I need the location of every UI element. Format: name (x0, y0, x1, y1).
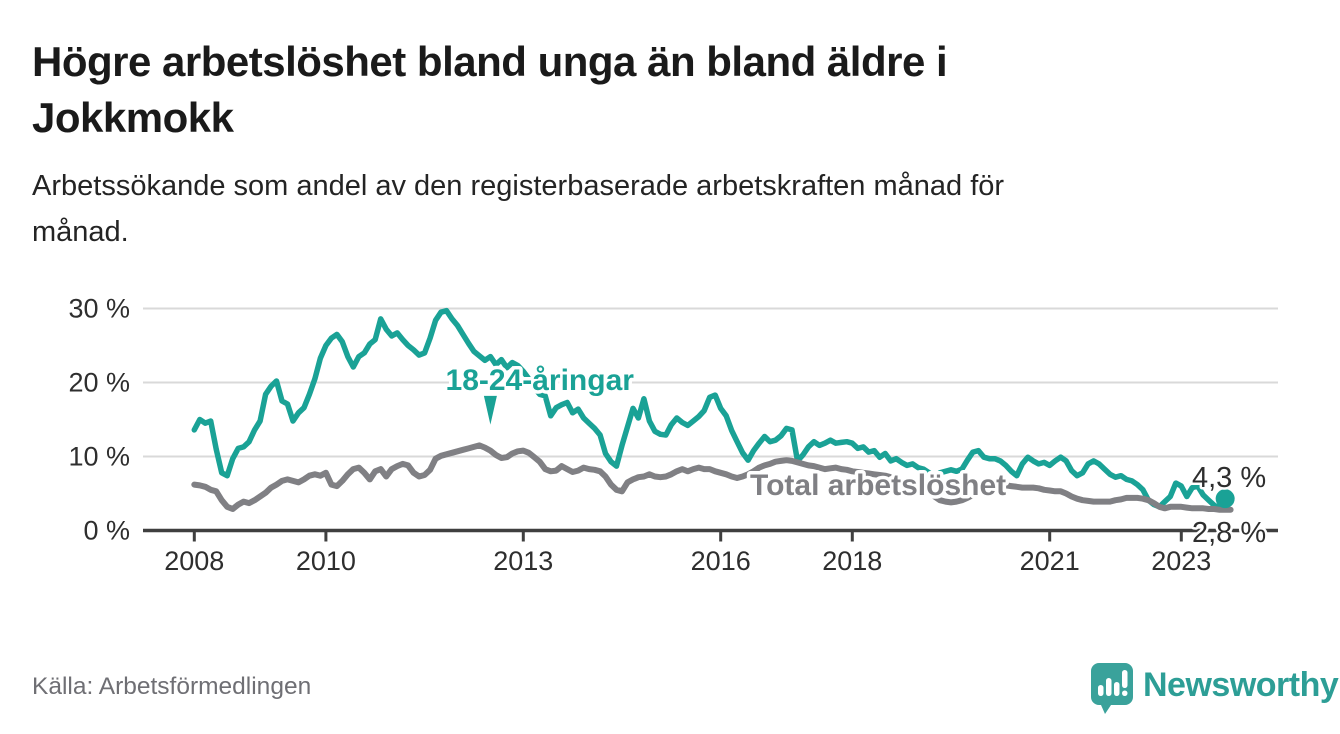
logo-bubble-shape (1091, 663, 1133, 714)
series-endpoint-dot (1215, 489, 1235, 509)
annotation-arrow-icon (483, 395, 497, 425)
page-title: Högre arbetslöshet bland unga än bland ä… (32, 34, 1302, 146)
x-axis-tick-label: 2008 (164, 546, 224, 576)
x-axis-tick-label: 2021 (1020, 546, 1080, 576)
source-note: Källa: Arbetsförmedlingen (32, 673, 312, 700)
newsworthy-logo-icon (1091, 663, 1133, 714)
logo-exclamation-dot (1122, 690, 1128, 696)
logo-bar-2 (1106, 678, 1112, 696)
series-label-total: Total arbetslöshet (750, 469, 1006, 502)
chart-subtitle: Arbetssökande som andel av den registerb… (32, 163, 1252, 255)
x-axis-tick-label: 2016 (691, 546, 751, 576)
logo-bar-3 (1114, 682, 1120, 696)
series-label-youth: 18-24-åringar (446, 364, 635, 397)
title-line-2: Jokkmokk (32, 94, 234, 141)
y-axis-tick-label: 0 % (83, 516, 130, 546)
newsworthy-logo: Newsworthy (1085, 659, 1339, 717)
x-axis-tick-label: 2010 (296, 546, 356, 576)
x-axis-tick-label: 2018 (822, 546, 882, 576)
series-line-youth (191, 307, 1228, 512)
end-value-label-youth: 4,3 % (1192, 462, 1266, 494)
logo-exclamation-bar (1122, 670, 1128, 688)
y-axis-tick-label: 20 % (68, 368, 130, 398)
logo-bar-1 (1098, 685, 1104, 696)
y-axis-tick-label: 30 % (68, 294, 130, 324)
brand-name: Newsworthy (1143, 666, 1339, 704)
subtitle-line-1: Arbetssökande som andel av den registerb… (32, 170, 1005, 202)
series-line-total (191, 442, 1234, 513)
subtitle-line-2: månad. (32, 216, 129, 248)
x-axis-tick-label: 2013 (493, 546, 553, 576)
end-value-label-total: 2,8 % (1192, 517, 1266, 549)
title-line-1: Högre arbetslöshet bland unga än bland ä… (32, 38, 948, 85)
x-axis-tick-label: 2023 (1151, 546, 1211, 576)
y-axis-tick-label: 10 % (68, 442, 130, 472)
